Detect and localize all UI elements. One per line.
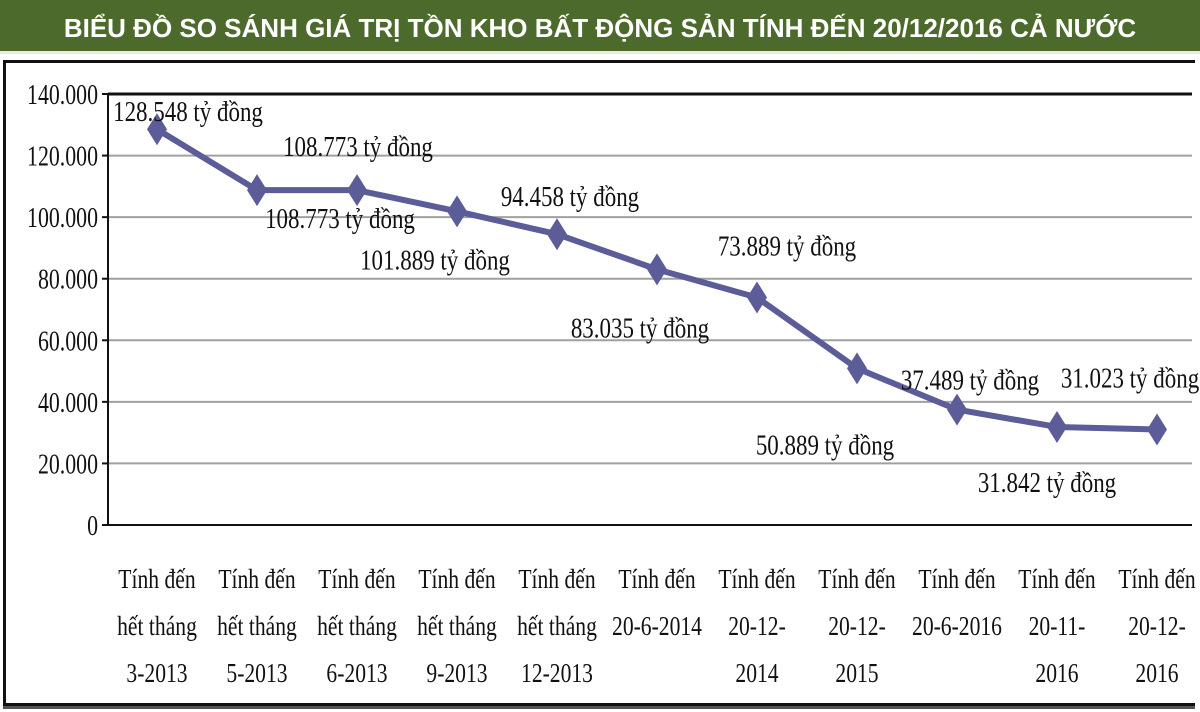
data-label: 108.773 tỷ đồng [265, 203, 415, 235]
x-tick-label: 5-2013 [226, 659, 287, 689]
x-tick-label: 20-12- [1128, 612, 1186, 642]
data-label: 128.548 tỷ đồng [113, 96, 263, 128]
x-tick-label: Tính đến [1018, 565, 1095, 595]
x-tick-label: Tính đến [818, 565, 895, 595]
x-tick-label: 20-11- [1029, 612, 1086, 642]
x-tick-label: 2016 [1035, 659, 1078, 689]
data-point-marker [247, 174, 267, 207]
data-label: 37.489 tỷ đồng [901, 364, 1040, 396]
data-point-marker [447, 195, 467, 228]
x-tick-label: 2014 [735, 659, 778, 689]
data-label: 83.035 tỷ đồng [571, 312, 710, 344]
y-tick-label: 40.000 [38, 388, 98, 418]
data-label: 101.889 tỷ đồng [360, 244, 510, 276]
data-label: 50.889 tỷ đồng [756, 429, 895, 461]
x-tick-label: Tính đến [1118, 565, 1195, 595]
data-label: 108.773 tỷ đồng [283, 131, 433, 163]
x-tick-label: hết tháng [217, 612, 297, 642]
x-tick-label: 2015 [835, 659, 878, 689]
chart-title: BIỂU ĐỒ SO SÁNH GIÁ TRỊ TỒN KHO BẤT ĐỘNG… [63, 13, 1137, 43]
data-point-marker [947, 393, 967, 426]
x-tick-label: 20-12- [728, 612, 786, 642]
x-tick-label: 20-6-2014 [612, 612, 702, 642]
x-tick-label: hết tháng [317, 612, 397, 642]
x-tick-label: Tính đến [618, 565, 695, 595]
x-tick-label: 9-2013 [426, 659, 487, 689]
x-tick-label: Tính đến [918, 565, 995, 595]
y-tick-label: 0 [87, 512, 98, 542]
data-label: 73.889 tỷ đồng [718, 230, 857, 262]
data-point-marker [647, 253, 667, 286]
data-point-marker [547, 218, 567, 251]
y-tick-label: 140.000 [27, 81, 98, 111]
x-tick-label: hết tháng [117, 612, 197, 642]
x-tick-label: 3-2013 [126, 659, 187, 689]
data-label: 31.023 tỷ đồng [1061, 362, 1200, 394]
data-label: 94.458 tỷ đồng [501, 181, 640, 213]
y-tick-label: 120.000 [27, 142, 98, 172]
y-tick-label: 60.000 [38, 327, 98, 357]
x-tick-label: Tính đến [418, 565, 495, 595]
x-tick-label: 20-6-2016 [912, 612, 1002, 642]
data-point-marker [747, 281, 767, 314]
title-bar: BIỂU ĐỒ SO SÁNH GIÁ TRỊ TỒN KHO BẤT ĐỘNG… [0, 0, 1200, 54]
data-point-marker [1047, 410, 1067, 443]
data-point-marker [847, 352, 867, 385]
x-tick-label: 20-12- [828, 612, 886, 642]
x-tick-label: Tính đến [218, 565, 295, 595]
x-tick-label: 2016 [1135, 659, 1178, 689]
x-tick-label: 6-2013 [326, 659, 387, 689]
data-point-marker [347, 174, 367, 207]
y-tick-label: 20.000 [38, 450, 98, 480]
x-tick-label: Tính đến [718, 565, 795, 595]
x-tick-label: Tính đến [518, 565, 595, 595]
x-tick-label: hết tháng [517, 612, 597, 642]
chart-frame [3, 60, 1195, 706]
x-tick-label: 12-2013 [521, 659, 593, 689]
x-tick-label: Tính đến [318, 565, 395, 595]
data-point-marker [1147, 413, 1167, 446]
x-tick-label: hết tháng [417, 612, 497, 642]
data-point-marker [147, 113, 167, 146]
y-tick-label: 80.000 [38, 265, 98, 295]
data-label: 31.842 tỷ đồng [978, 467, 1117, 499]
x-tick-label: Tính đến [118, 565, 195, 595]
y-tick-label: 100.000 [27, 204, 98, 234]
